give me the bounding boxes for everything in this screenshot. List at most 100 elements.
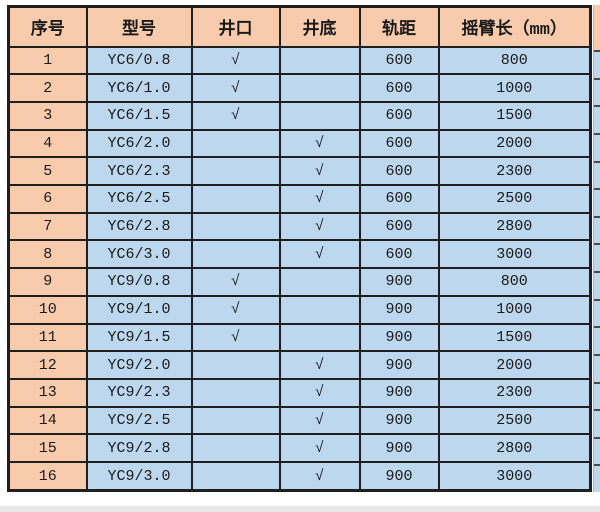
cell-well-bottom: [278, 100, 361, 131]
sliver-row-segment: [594, 271, 600, 299]
cell-well-bottom: √: [278, 377, 361, 408]
cell-wellhead: [190, 128, 281, 159]
cell-wellhead: [190, 211, 281, 242]
cell-arm-length: 2500: [437, 405, 592, 436]
cell-model: YC9/2.3: [85, 377, 193, 408]
cell-well-bottom: [278, 294, 361, 325]
cell-model: YC6/3.0: [85, 239, 193, 270]
cell-arm-length: 800: [437, 45, 592, 76]
cell-index: 2: [7, 73, 88, 103]
table-row: 4 YC6/2.0 √ 600 2000: [7, 128, 592, 159]
table-row: 12 YC9/2.0 √ 900 2000: [7, 350, 592, 380]
cell-wellhead: [190, 350, 281, 380]
table-row: 14 YC9/2.5 √ 900 2500: [7, 405, 592, 436]
sliver-row-segment: [594, 132, 600, 161]
cell-arm-length: 2300: [437, 156, 592, 187]
column-header-gauge: 轨距: [358, 5, 440, 48]
sliver-row-segment: [594, 215, 600, 244]
table-body: 1 YC6/0.8 √ 600 800 2 YC6/1.0 √ 600 1000 3 YC6/1.5 √…: [7, 45, 592, 492]
cell-gauge: 900: [358, 350, 440, 380]
table-row: 16 YC9/3.0 √ 900 3000: [7, 461, 592, 492]
bottom-edge-strip: [0, 506, 600, 512]
cell-model: YC9/0.8: [85, 267, 193, 297]
cell-model: YC6/1.0: [85, 73, 193, 103]
cell-index: 13: [7, 377, 88, 408]
table-row: 2 YC6/1.0 √ 600 1000: [7, 73, 592, 103]
cell-arm-length: 2800: [437, 211, 592, 242]
cell-gauge: 900: [358, 322, 440, 353]
cell-wellhead: [190, 461, 281, 492]
cell-index: 5: [7, 156, 88, 187]
table-row: 7 YC6/2.8 √ 600 2800: [7, 211, 592, 242]
cell-wellhead: √: [190, 322, 281, 353]
cell-wellhead: √: [190, 294, 281, 325]
sliver-row-segment: [594, 326, 600, 354]
cell-gauge: 600: [358, 156, 440, 187]
sliver-row-segment: [594, 381, 600, 410]
cell-arm-length: 1500: [437, 322, 592, 353]
cell-wellhead: [190, 239, 281, 270]
cell-index: 4: [7, 128, 88, 159]
cell-model: YC9/2.0: [85, 350, 193, 380]
cell-arm-length: 2800: [437, 433, 592, 464]
sliver-row-segment: [594, 436, 600, 465]
column-header-arm-length: 摇臂长（mm）: [437, 5, 592, 48]
cell-index: 3: [7, 100, 88, 131]
cell-arm-length: 1000: [437, 294, 592, 325]
cell-gauge: 900: [358, 405, 440, 436]
cell-index: 6: [7, 184, 88, 214]
cell-arm-length: 2500: [437, 184, 592, 214]
cell-index: 8: [7, 239, 88, 270]
table-row: 13 YC9/2.3 √ 900 2300: [7, 377, 592, 408]
column-header-well-bottom: 井底: [278, 5, 361, 48]
sliver-row-segment: [594, 160, 600, 189]
cell-model: YC6/1.5: [85, 100, 193, 131]
column-header-index: 序号: [7, 5, 88, 48]
sliver-row-segment: [594, 50, 600, 78]
cell-gauge: 600: [358, 184, 440, 214]
table-row: 11 YC9/1.5 √ 900 1500: [7, 322, 592, 353]
cell-model: YC6/2.3: [85, 156, 193, 187]
cell-gauge: 600: [358, 100, 440, 131]
table-row: 1 YC6/0.8 √ 600 800: [7, 45, 592, 76]
sliver-row-segment: [594, 243, 600, 271]
cell-well-bottom: √: [278, 433, 361, 464]
cell-well-bottom: √: [278, 211, 361, 242]
sliver-row-segment: [594, 77, 600, 106]
cell-well-bottom: √: [278, 239, 361, 270]
cell-wellhead: √: [190, 267, 281, 297]
cell-well-bottom: [278, 45, 361, 76]
cell-model: YC9/1.0: [85, 294, 193, 325]
column-header-wellhead: 井口: [190, 5, 281, 48]
cell-index: 15: [7, 433, 88, 464]
cell-index: 16: [7, 461, 88, 492]
cell-well-bottom: √: [278, 184, 361, 214]
table-row: 10 YC9/1.0 √ 900 1000: [7, 294, 592, 325]
cell-model: YC6/0.8: [85, 45, 193, 76]
cell-wellhead: [190, 377, 281, 408]
sliver-row-segment: [594, 464, 600, 492]
cropped-next-column-sliver: [593, 5, 600, 492]
table-row: 6 YC6/2.5 √ 600 2500: [7, 184, 592, 214]
cell-wellhead: [190, 156, 281, 187]
cell-well-bottom: [278, 322, 361, 353]
cell-model: YC6/2.5: [85, 184, 193, 214]
table-row: 9 YC9/0.8 √ 900 800: [7, 267, 592, 297]
cell-index: 12: [7, 350, 88, 380]
cell-model: YC6/2.8: [85, 211, 193, 242]
cell-gauge: 600: [358, 73, 440, 103]
cell-model: YC9/1.5: [85, 322, 193, 353]
cell-wellhead: √: [190, 100, 281, 131]
sliver-row-segment: [594, 409, 600, 437]
cell-arm-length: 1000: [437, 73, 592, 103]
cell-wellhead: [190, 433, 281, 464]
cell-gauge: 600: [358, 211, 440, 242]
cell-model: YC9/2.5: [85, 405, 193, 436]
cell-well-bottom: √: [278, 156, 361, 187]
cell-wellhead: [190, 405, 281, 436]
sliver-row-segment: [594, 105, 600, 133]
cell-well-bottom: √: [278, 128, 361, 159]
cell-arm-length: 800: [437, 267, 592, 297]
header-row: 序号 型号 井口 井底 轨距 摇臂长（mm）: [7, 5, 592, 48]
cell-index: 14: [7, 405, 88, 436]
